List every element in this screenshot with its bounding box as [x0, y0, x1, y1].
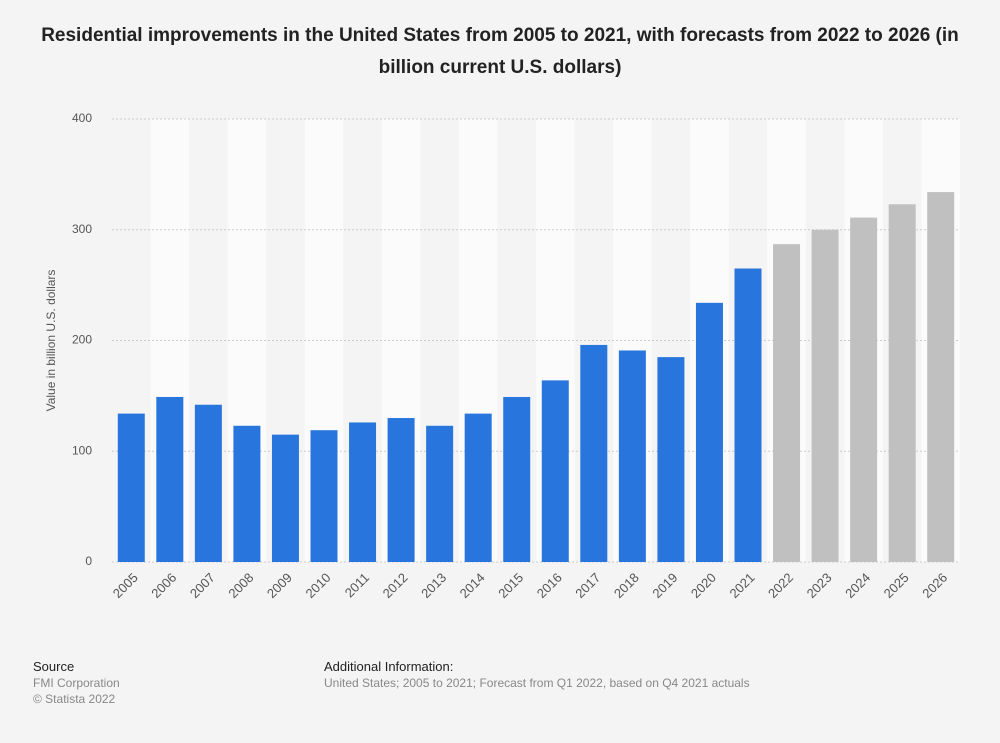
source: Source FMI Corporation © Statista 2022: [33, 659, 120, 707]
x-tick-label: 2008: [225, 570, 256, 601]
y-tick-label: 400: [72, 111, 92, 125]
bar: [426, 425, 454, 562]
x-tick-label: 2025: [881, 570, 912, 601]
x-tick-label: 2020: [688, 570, 719, 601]
info-text: United States; 2005 to 2021; Forecast fr…: [324, 676, 750, 690]
x-tick-label: 2015: [495, 570, 526, 601]
bar: [156, 396, 184, 562]
bar: [541, 380, 569, 562]
bar: [117, 413, 145, 562]
bar: [349, 422, 377, 562]
x-tick-label: 2009: [264, 570, 295, 601]
bar: [387, 418, 415, 562]
x-tick-label: 2014: [457, 570, 488, 601]
bar: [927, 192, 955, 562]
bar: [811, 229, 839, 562]
bar: [888, 204, 916, 562]
bar: [618, 350, 646, 562]
bar: [657, 357, 685, 562]
source-line: © Statista 2022: [33, 692, 116, 706]
x-tick-label: 2018: [611, 570, 642, 601]
x-tick-label: 2007: [187, 570, 218, 601]
x-tick-label: 2026: [919, 570, 950, 601]
bar: [310, 430, 338, 562]
y-tick-label: 100: [72, 443, 92, 457]
x-tick-label: 2016: [534, 570, 565, 601]
y-tick-label: 0: [85, 554, 92, 568]
source-line: FMI Corporation: [33, 676, 120, 690]
x-tick-label: 2023: [804, 570, 835, 601]
info-heading: Additional Information:: [324, 659, 454, 674]
x-tick-label: 2006: [148, 570, 179, 601]
additional-info: Additional Information: United States; 2…: [324, 659, 750, 691]
bar: [695, 302, 723, 562]
x-tick-label: 2024: [842, 570, 873, 601]
x-tick-label: 2013: [418, 570, 449, 601]
x-tick-label: 2019: [649, 570, 680, 601]
bar: [503, 396, 531, 562]
source-heading: Source: [33, 659, 75, 674]
bar: [271, 434, 299, 562]
bar: [233, 425, 261, 562]
x-tick-label: 2022: [765, 570, 796, 601]
x-tick-label: 2021: [726, 570, 757, 601]
x-tick-label: 2005: [110, 570, 141, 601]
y-tick-label: 300: [72, 222, 92, 236]
bar: [194, 404, 222, 562]
bar: [464, 413, 492, 562]
x-tick-label: 2011: [342, 570, 372, 600]
bar: [773, 244, 801, 562]
x-tick-label: 2010: [302, 570, 333, 601]
chart-title: Residential improvements in the United S…: [41, 25, 959, 78]
bar: [580, 344, 608, 562]
bar: [850, 217, 878, 562]
y-axis-label: Value in billion U.S. dollars: [44, 270, 58, 412]
x-tick-label: 2012: [380, 570, 411, 601]
y-tick-label: 200: [72, 333, 92, 347]
x-tick-label: 2017: [572, 570, 603, 601]
bar: [734, 268, 762, 562]
